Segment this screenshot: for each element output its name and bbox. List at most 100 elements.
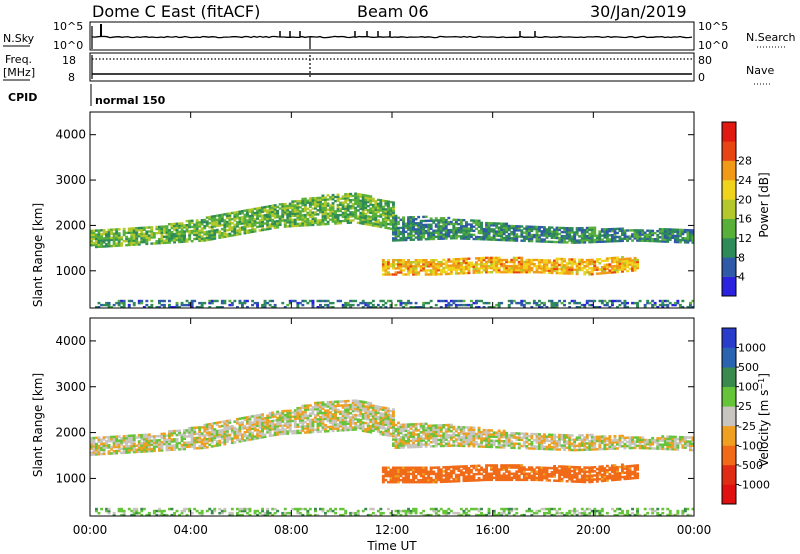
velocity-echo-cell — [198, 438, 202, 442]
power-echo-cell — [251, 208, 254, 211]
velocity-echo-cell — [449, 438, 453, 441]
velocity-echo-cell — [271, 434, 275, 437]
power-echo-cell — [241, 212, 244, 215]
power-echo-cell — [442, 225, 446, 228]
power-echo-cell — [394, 231, 398, 234]
velocity-echo-cell — [215, 423, 219, 427]
power-echo-cell — [414, 301, 418, 305]
velocity-echo-cell — [507, 444, 511, 447]
velocity-echo-cell — [427, 439, 431, 442]
velocity-echo-cell — [412, 425, 415, 428]
power-echo-cell — [543, 226, 546, 229]
velocity-echo-cell — [165, 448, 169, 452]
velocity-echo-cell — [525, 445, 529, 448]
power-echo-cell — [543, 240, 546, 243]
power-echo-cell — [359, 213, 363, 217]
power-echo-cell — [198, 231, 202, 234]
power-echo-cell — [439, 225, 443, 228]
power-echo-cell — [475, 263, 478, 266]
power-echo-cell — [258, 221, 262, 224]
power-echo-cell — [303, 299, 307, 303]
power-echo-cell — [452, 264, 456, 267]
power-echo-cell — [517, 266, 521, 270]
power-y-axis-label: Slant Range [km] — [31, 203, 45, 307]
power-echo-cell — [351, 213, 355, 216]
power-echo-cell — [392, 263, 395, 266]
power-echo-cell — [510, 226, 514, 230]
velocity-echo-cell — [190, 430, 194, 434]
velocity-echo-cell — [585, 438, 589, 441]
power-echo-cell — [568, 229, 572, 232]
velocity-echo-cell — [142, 442, 146, 445]
velocity-echo-cell — [183, 433, 186, 436]
velocity-echo-cell — [387, 428, 390, 431]
velocity-echo-cell — [419, 441, 423, 444]
power-echo-cell — [442, 268, 446, 272]
velocity-echo-cell — [142, 448, 146, 451]
power-echo-cell — [188, 230, 192, 233]
velocity-echo-cell — [155, 439, 159, 442]
power-echo-cell — [643, 239, 647, 242]
velocity-echo-cell — [102, 450, 106, 454]
power-echo-cell — [351, 204, 355, 208]
velocity-echo-cell — [173, 448, 176, 451]
velocity-echo-cell — [349, 403, 353, 407]
velocity-echo-cell — [452, 427, 456, 431]
power-echo-cell — [444, 272, 448, 276]
velocity-echo-cell — [414, 427, 418, 430]
velocity-echo-cell — [256, 422, 259, 425]
velocity-echo-cell — [303, 425, 307, 428]
velocity-echo-cell — [329, 402, 332, 406]
power-echo-cell — [449, 268, 453, 271]
power-echo-cell — [155, 306, 159, 309]
power-echo-cell — [387, 212, 390, 216]
power-echo-cell — [220, 306, 224, 309]
velocity-echo-cell — [467, 438, 471, 442]
power-echo-cell — [485, 223, 488, 227]
power-echo-cell — [256, 217, 259, 220]
power-echo-cell — [626, 235, 629, 238]
power-echo-cell — [593, 232, 597, 235]
power-echo-cell — [256, 207, 259, 210]
velocity-echo-cell — [276, 433, 280, 436]
power-echo-cell — [218, 232, 222, 235]
power-echo-cell — [580, 237, 584, 240]
velocity-echo-cell — [452, 431, 456, 435]
power-echo-cell — [605, 259, 609, 262]
power-echo-cell — [366, 200, 370, 204]
velocity-echo-cell — [422, 433, 426, 436]
velocity-echo-cell — [193, 441, 197, 444]
power-echo-cell — [346, 219, 350, 222]
velocity-echo-cell — [266, 416, 270, 419]
power-echo-cell — [600, 270, 604, 273]
power-echo-cell — [422, 303, 426, 307]
power-echo-cell — [487, 226, 491, 229]
velocity-echo-cell — [379, 426, 383, 430]
velocity-echo-cell — [371, 412, 375, 416]
power-echo-cell — [173, 241, 176, 244]
velocity-echo-cell — [334, 427, 337, 430]
velocity-echo-cell — [248, 419, 252, 423]
power-echo-cell — [165, 239, 169, 242]
velocity-echo-cell — [336, 416, 340, 420]
velocity-echo-cell — [465, 426, 468, 429]
velocity-echo-cell — [497, 435, 501, 439]
velocity-echo-cell — [485, 433, 488, 436]
power-echo-cell — [543, 234, 546, 237]
velocity-echo-cell — [394, 434, 398, 437]
velocity-echo-cell — [168, 448, 171, 452]
velocity-echo-cell — [505, 444, 509, 447]
velocity-echo-cell — [487, 439, 491, 442]
velocity-echo-cell — [366, 405, 370, 409]
velocity-echo-cell — [203, 434, 207, 437]
power-echo-cell — [361, 218, 365, 221]
power-echo-cell — [611, 229, 614, 233]
power-echo-cell — [424, 223, 428, 227]
velocity-echo-cell — [339, 404, 342, 407]
velocity-echo-cell — [459, 438, 463, 441]
power-echo-cell — [465, 259, 468, 262]
velocity-echo-cell — [384, 409, 388, 412]
power-echo-cell — [321, 194, 325, 197]
velocity-echo-cell — [535, 435, 539, 438]
power-echo-cell — [480, 265, 483, 268]
